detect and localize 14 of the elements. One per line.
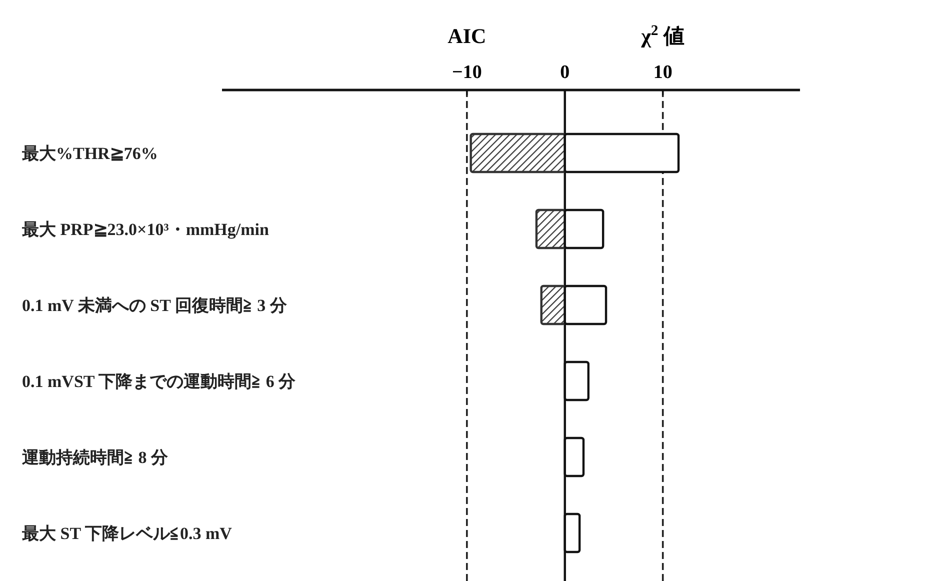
bar	[470, 132, 566, 174]
y-tick-label: 運動持続時間≧ 8 分	[21, 448, 169, 467]
y-tick-label: 最大 PRP≧23.0×10³・mmHg/min	[21, 220, 270, 239]
bar	[535, 208, 566, 250]
y-tick-label: 0.1 mV 未満への ST 回復時間≧ 3 分	[22, 296, 288, 315]
x-tick-label: 10	[653, 62, 672, 83]
y-tick-label: 最大%THR≧76%	[21, 144, 158, 163]
x-tick-label: −10	[452, 62, 482, 83]
text: χ$^{2}$ 値	[640, 23, 684, 48]
text: AIC	[448, 24, 486, 48]
x-tick-label: 0	[560, 62, 570, 83]
y-tick-label: 0.1 mVST 下降までの運動時間≧ 6 分	[22, 372, 297, 391]
bar	[540, 284, 566, 326]
y-tick-label: 最大 ST 下降レベル≦0.3 mV	[21, 524, 233, 543]
